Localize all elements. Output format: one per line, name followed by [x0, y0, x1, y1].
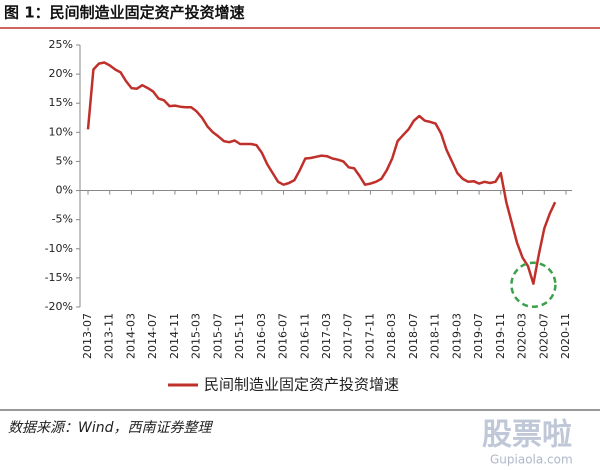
x-tick-label: 2018-11	[429, 313, 442, 359]
y-tick-label: 10%	[49, 125, 73, 138]
x-tick-label: 2019-07	[472, 313, 485, 359]
x-tick-label: 2015-03	[190, 313, 203, 359]
x-tick-label: 2020-07	[537, 313, 550, 359]
x-tick-label: 2017-11	[363, 313, 376, 359]
x-tick-label: 2014-07	[146, 313, 159, 359]
y-tick-label: 0%	[56, 184, 73, 197]
watermark: 股票啦	[482, 418, 572, 453]
x-tick-label: 2013-11	[103, 313, 116, 359]
x-tick-label: 2014-11	[168, 313, 181, 359]
x-tick-label: 2018-03	[385, 313, 398, 359]
x-tick-label: 2020-11	[559, 313, 572, 359]
x-tick-label: 2016-07	[277, 313, 290, 359]
y-tick-label: 20%	[49, 67, 73, 80]
y-tick-label: 5%	[56, 154, 73, 167]
y-tick-label: -15%	[45, 271, 73, 284]
x-tick-label: 2015-07	[211, 313, 224, 359]
annotation-circle	[510, 261, 557, 308]
y-tick-label: 25%	[49, 38, 73, 51]
x-tick-label: 2014-03	[124, 313, 137, 359]
x-tick-label: 2017-03	[320, 313, 333, 359]
x-tick-label: 2020-03	[516, 313, 529, 359]
x-tick-label: 2016-03	[255, 313, 268, 359]
series-line	[86, 61, 557, 285]
x-tick-label: 2018-07	[407, 313, 420, 359]
y-tick-label: -20%	[45, 300, 73, 313]
x-tick-label: 2015-11	[233, 313, 246, 359]
x-tick-label: 2019-11	[494, 313, 507, 359]
y-tick-label: -10%	[45, 242, 73, 255]
source: 数据来源：Wind，西南证券整理	[8, 420, 213, 436]
x-tick-label: 2019-03	[450, 313, 463, 359]
y-tick-label: 15%	[49, 96, 73, 109]
watermark-url: Gupiaola.com	[490, 453, 573, 467]
x-tick-label: 2016-11	[298, 313, 311, 359]
x-tick-label: 2013-07	[81, 313, 94, 359]
x-tick-label: 2017-07	[342, 313, 355, 359]
chart-title: 图 1：民间制造业固定资产投资增速	[4, 4, 245, 22]
legend-label: 民间制造业固定资产投资增速	[204, 376, 399, 394]
y-tick-label: -5%	[52, 213, 73, 226]
